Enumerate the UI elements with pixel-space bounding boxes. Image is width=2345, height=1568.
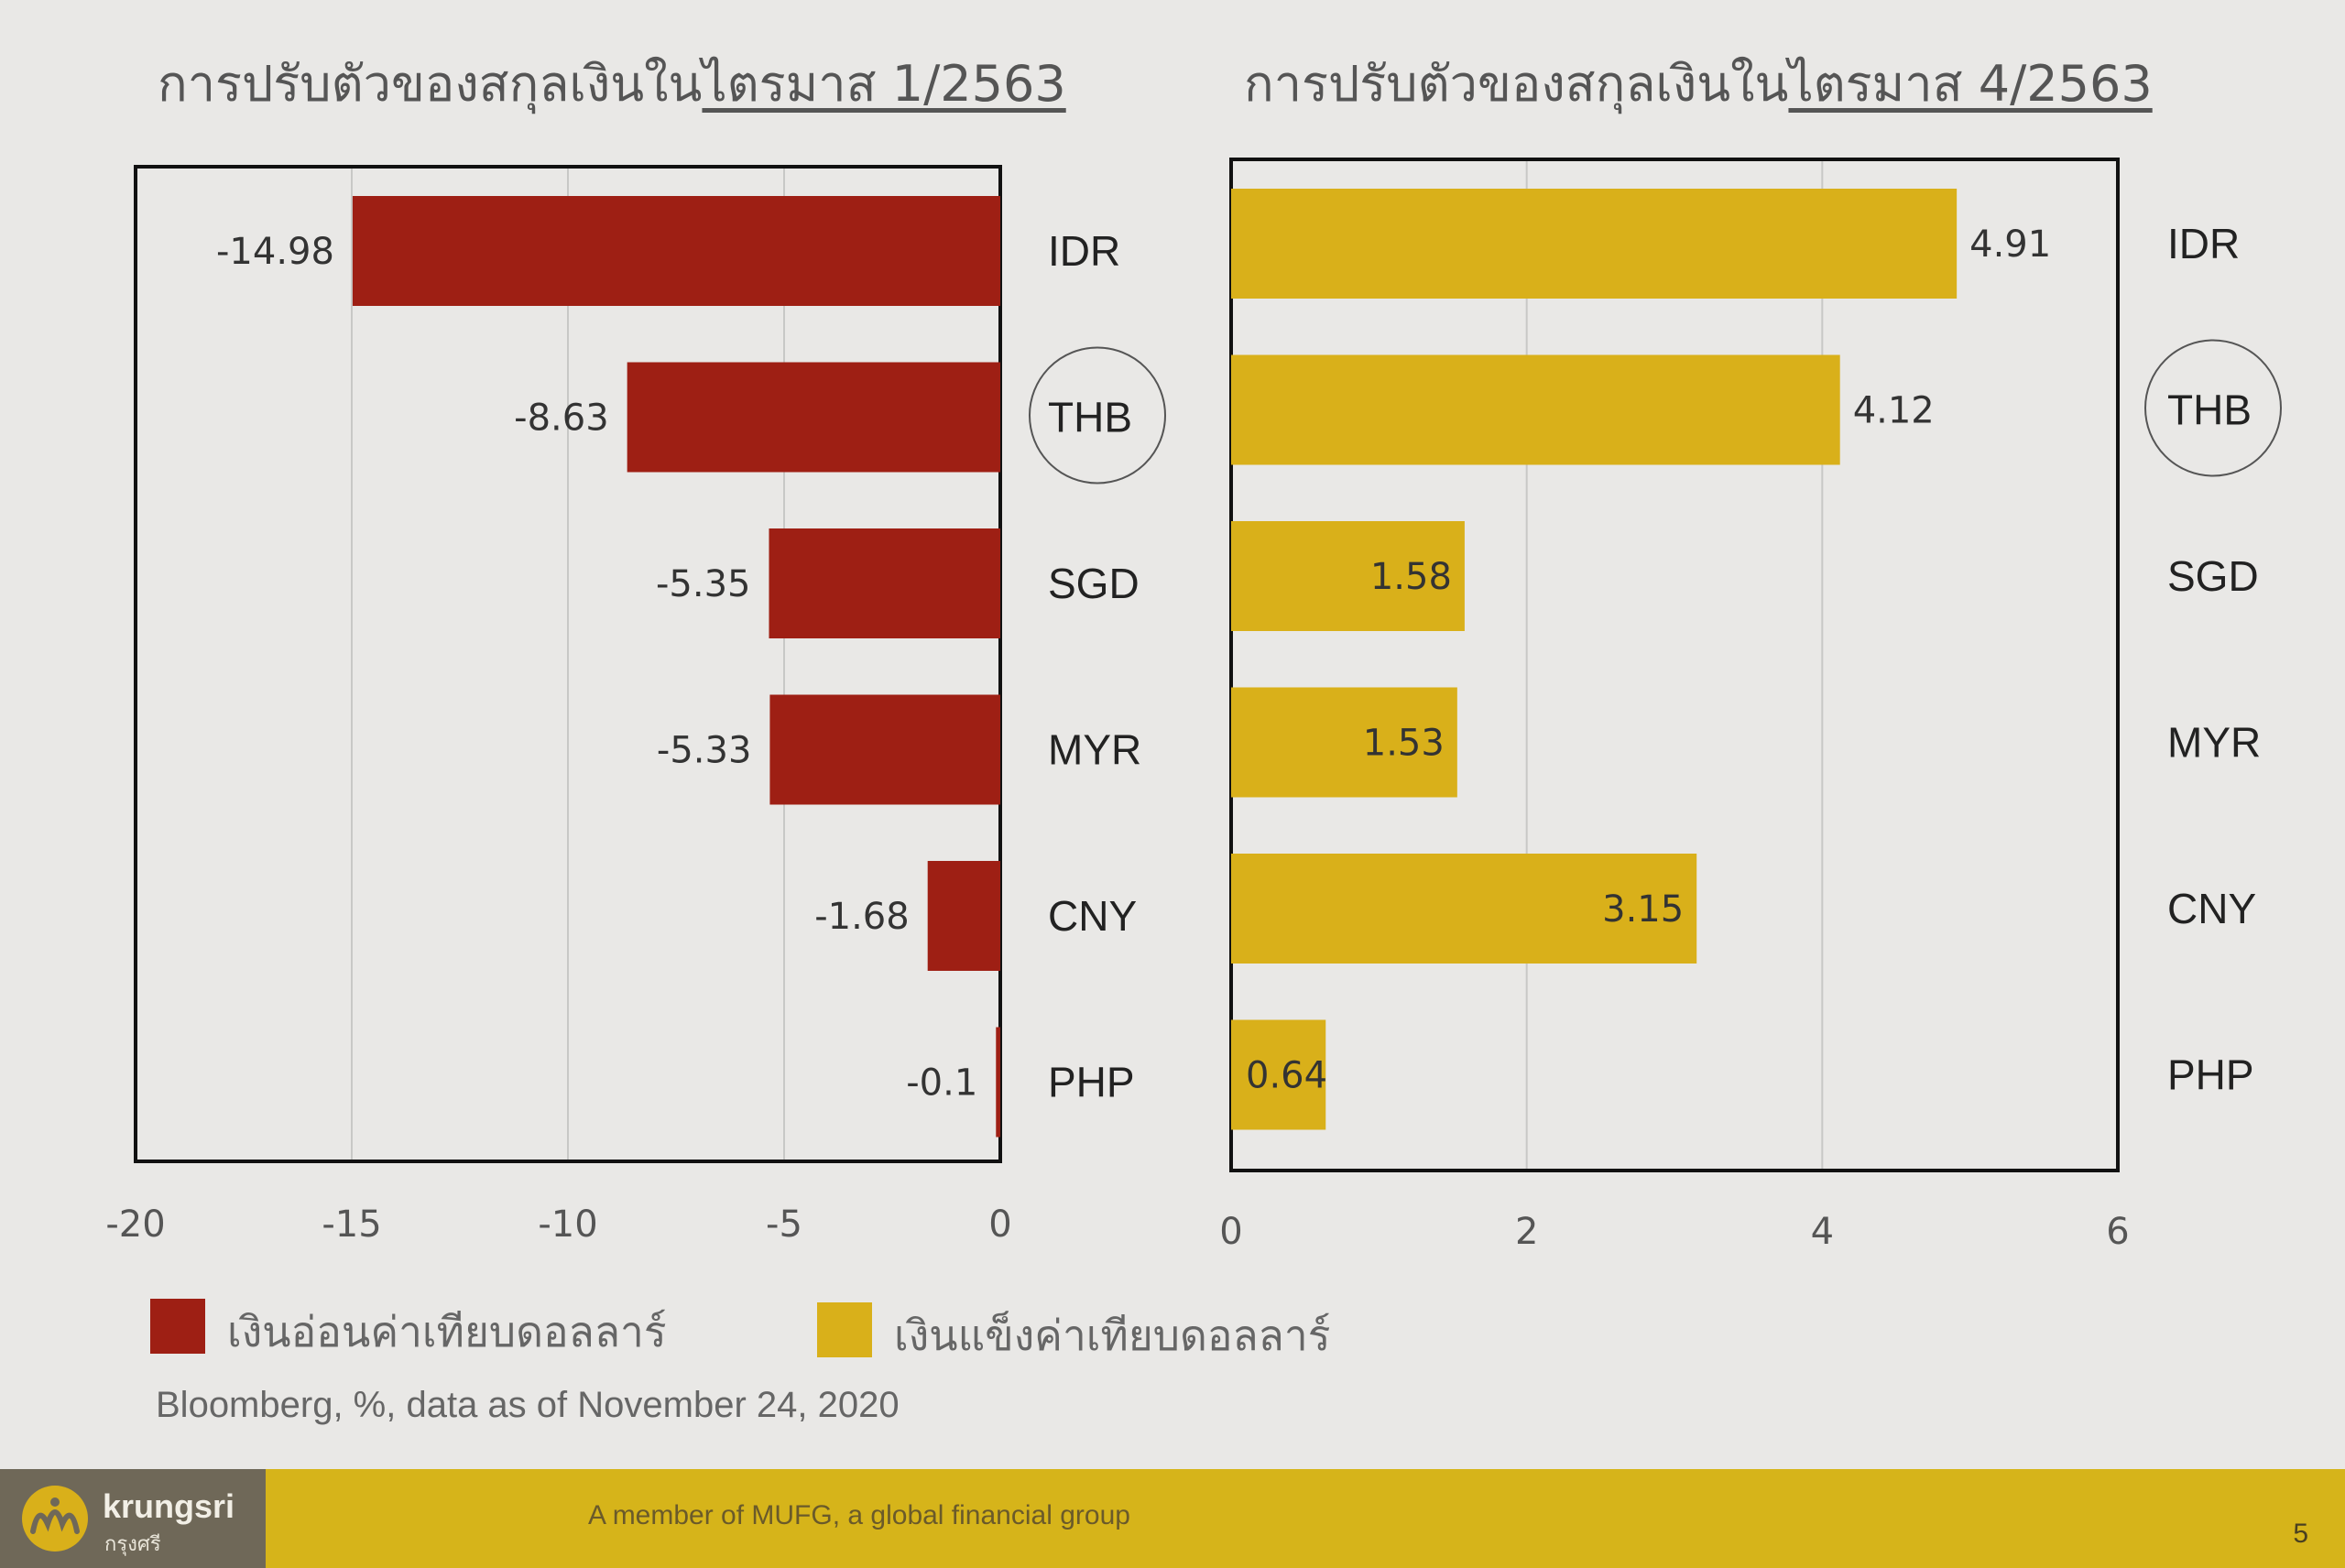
q1-category-label: MYR — [1048, 726, 1141, 774]
q4-value-label: 3.15 — [1602, 888, 1684, 931]
q1-value-label: -8.63 — [514, 397, 609, 440]
q4-value-label: 0.64 — [1246, 1055, 1327, 1097]
footer: krungsri กรุงศรี A member of MUFG, a glo… — [0, 1469, 2345, 1568]
q1-category-label: SGD — [1048, 560, 1140, 607]
left-title-quarter: ไตรมาส 1/2563 — [702, 55, 1066, 113]
q1-tick-label: -10 — [538, 1203, 597, 1246]
q4-category-label: SGD — [2167, 552, 2259, 600]
q1-tick-label: -5 — [766, 1203, 802, 1246]
q4-tick-label: 6 — [2106, 1211, 2129, 1253]
q1-value-label: -0.1 — [906, 1062, 977, 1105]
q1-bar — [352, 196, 1001, 306]
q4-bar — [1231, 687, 1457, 798]
q4-value-label: 4.12 — [1853, 390, 1935, 432]
q4-tick-label: 2 — [1515, 1211, 1538, 1253]
q4-category-label: PHP — [2167, 1051, 2254, 1099]
q1-value-label: -5.35 — [656, 563, 751, 605]
q4-tick-label: 4 — [1811, 1211, 1834, 1253]
brand-name: krungsri — [103, 1487, 235, 1525]
q1-category-label: PHP — [1048, 1059, 1135, 1106]
q4-value-label: 1.53 — [1363, 723, 1445, 765]
q1-category-label: IDR — [1048, 227, 1120, 275]
q4-bar — [1231, 1019, 1326, 1130]
q4-tick-label: 0 — [1219, 1211, 1242, 1253]
q1-tick-label: -15 — [322, 1203, 381, 1246]
q4-category-label: IDR — [2167, 220, 2240, 267]
q1-value-label: -5.33 — [657, 730, 752, 772]
q1-highlight-circle — [1029, 346, 1166, 485]
krungsri-logo-icon — [22, 1486, 88, 1552]
q4-value-label: 1.58 — [1370, 556, 1452, 598]
q4-bar — [1231, 521, 1465, 631]
q4-bar — [1231, 189, 1958, 299]
charts-canvas: -20 -15 -10 -5 0 -14.98 IDR -8.63 THB -5.35 SGD -5.… — [105, 158, 2282, 1253]
legend-label-strong: เงินแข็งค่าเทียบดอลลาร์ — [894, 1311, 1331, 1360]
q4-bar — [1231, 354, 1840, 465]
q1-bar — [927, 861, 1000, 971]
page-number: 5 — [2293, 1519, 2308, 1549]
right-title-quarter: ไตรมาส 4/2563 — [1788, 55, 2153, 113]
q1-tick-label: -20 — [105, 1203, 165, 1246]
q1-bar — [996, 1027, 1000, 1138]
legend-swatch-strong — [817, 1302, 872, 1357]
q4-category-label: CNY — [2167, 885, 2256, 932]
q1-plot-frame — [134, 165, 1002, 1163]
q1-category-label: CNY — [1048, 892, 1137, 940]
brand-name-thai: กรุงศรี — [104, 1533, 161, 1556]
q1-bar — [769, 528, 1000, 638]
q1-category-label: THB — [1048, 394, 1132, 441]
q4-category-label: MYR — [2167, 719, 2261, 767]
q4-bar — [1231, 854, 1697, 964]
legend-label-weak: เงินอ่อนค่าเทียบดอลลาร์ — [227, 1307, 667, 1356]
logo-block: krungsri กรุงศรี — [0, 1469, 266, 1568]
right-chart-title: การปรับตัวของสกุลเงินในไตรมาส 4/2563 — [1244, 44, 2153, 123]
q1-bar — [627, 362, 1000, 473]
q4-highlight-circle — [2144, 339, 2282, 477]
q4-value-label: 4.91 — [1969, 223, 2051, 266]
right-title-prefix: การปรับตัวของสกุลเงินใน — [1244, 55, 1789, 113]
left-chart-title: การปรับตัวของสกุลเงินในไตรมาส 1/2563 — [158, 44, 1066, 123]
q4-plot-frame — [1229, 158, 2120, 1172]
legend-swatch-weak — [150, 1299, 205, 1354]
q4-category-label: THB — [2167, 387, 2252, 434]
q1-bar — [769, 694, 1000, 805]
footer-tagline: A member of MUFG, a global financial gro… — [588, 1500, 1130, 1530]
q1-value-label: -1.68 — [814, 896, 910, 938]
left-title-prefix: การปรับตัวของสกุลเงินใน — [158, 55, 703, 113]
source-note: Bloomberg, %, data as of November 24, 20… — [156, 1385, 900, 1425]
footer-bar: A member of MUFG, a global financial gro… — [266, 1469, 2345, 1568]
q1-tick-label: 0 — [988, 1203, 1011, 1246]
q1-value-label: -14.98 — [216, 231, 334, 273]
